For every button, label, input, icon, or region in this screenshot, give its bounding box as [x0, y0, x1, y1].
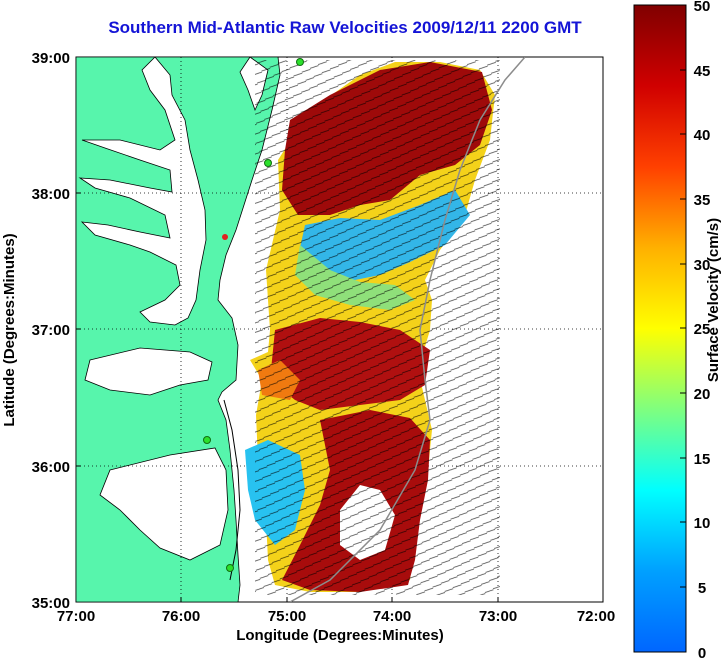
- axis-ticks: [76, 192, 499, 602]
- colorbar-tick-label: 10: [694, 515, 711, 532]
- colorbar-tick-label: 25: [694, 321, 711, 338]
- station-marker: [226, 564, 234, 572]
- station-marker: [264, 159, 272, 167]
- albemarle-sound: [84, 347, 213, 396]
- chesapeake-bay: [78, 57, 207, 326]
- x-tick-label: 77:00: [57, 608, 95, 625]
- x-tick-label: 75:00: [268, 608, 306, 625]
- y-tick-label: 36:00: [32, 459, 70, 476]
- colorbar-tick-label: 40: [694, 127, 711, 144]
- station-marker: [203, 436, 211, 444]
- colorbar-tick-label: 35: [694, 192, 711, 209]
- y-axis-label: Latitude (Degrees:Minutes): [1, 233, 18, 426]
- outer-banks: [223, 399, 241, 581]
- x-tick-label: 72:00: [577, 608, 615, 625]
- colorbar-tick-label: 5: [698, 580, 706, 597]
- colorbar-ticks: [680, 4, 686, 588]
- colorbar-tick-label: 20: [694, 386, 711, 403]
- arrow-overlay: [255, 60, 500, 595]
- colorbar-tick-label: 50: [694, 0, 711, 15]
- x-axis-label: Longitude (Degrees:Minutes): [236, 627, 444, 644]
- y-tick-label: 38:00: [32, 186, 70, 203]
- y-tick-label: 35:00: [32, 595, 70, 612]
- x-tick-label: 74:00: [373, 608, 411, 625]
- colorbar: [633, 4, 687, 653]
- x-tick-label: 76:00: [162, 608, 200, 625]
- colorbar-tick-label: 30: [694, 257, 711, 274]
- station-marker-red: [222, 234, 228, 240]
- y-tick-label: 37:00: [32, 322, 70, 339]
- colorbar-label: Surface Velocity (cm/s): [705, 218, 722, 382]
- chart-title: Southern Mid-Atlantic Raw Velocities 200…: [108, 18, 582, 37]
- shelf-contour: [289, 57, 526, 602]
- pamlico-sound: [99, 447, 229, 561]
- y-tick-label: 39:00: [32, 50, 70, 67]
- colorbar-tick-label: 15: [694, 451, 711, 468]
- radar-stations: [203, 58, 304, 572]
- colorbar-tick-label: 0: [698, 645, 706, 659]
- x-tick-label: 73:00: [479, 608, 517, 625]
- colorbar-tick-label: 45: [694, 63, 711, 80]
- station-marker: [296, 58, 304, 66]
- velocity-field: [245, 60, 500, 595]
